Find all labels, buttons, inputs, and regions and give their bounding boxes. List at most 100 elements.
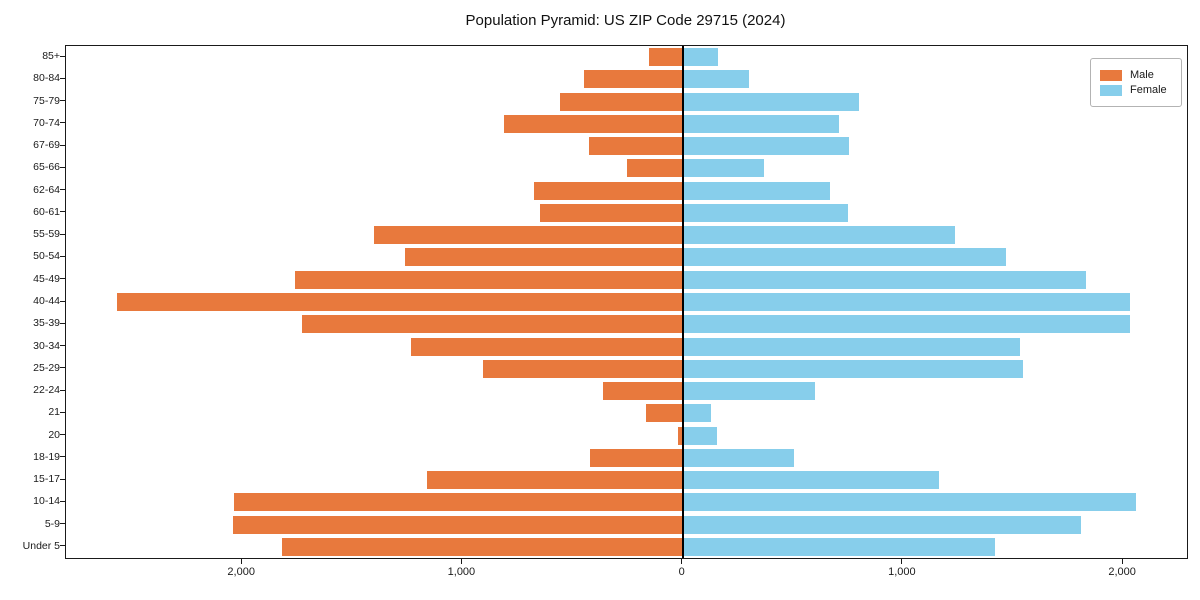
legend-item-female: Female bbox=[1100, 84, 1172, 96]
y-tick-mark bbox=[60, 411, 65, 413]
y-tick-label: 80-84 bbox=[33, 72, 60, 85]
y-tick-label: 40-44 bbox=[33, 295, 60, 307]
male-bar bbox=[646, 404, 683, 423]
male-bar bbox=[678, 426, 683, 445]
legend-label-female: Female bbox=[1130, 84, 1167, 96]
y-tick-label: 67-69 bbox=[33, 139, 60, 152]
male-bar bbox=[483, 359, 683, 378]
male-bar bbox=[589, 137, 683, 156]
x-tick-label: 2,000 bbox=[1108, 566, 1136, 578]
y-tick-mark bbox=[60, 233, 65, 235]
legend-label-male: Male bbox=[1130, 69, 1154, 81]
male-bar bbox=[301, 315, 683, 334]
plot-area: Male Female bbox=[65, 45, 1188, 559]
x-tick-label: 2,000 bbox=[227, 566, 255, 578]
y-tick-label: 10-14 bbox=[33, 495, 60, 508]
zero-axis-line bbox=[681, 46, 684, 558]
y-tick-mark bbox=[60, 434, 65, 436]
male-bar bbox=[603, 382, 683, 401]
y-tick-mark bbox=[60, 77, 65, 79]
female-bar bbox=[682, 270, 1086, 289]
y-tick-mark bbox=[60, 144, 65, 146]
female-bar bbox=[682, 248, 1007, 267]
female-color-swatch bbox=[1100, 84, 1122, 96]
male-bar bbox=[534, 181, 683, 200]
y-tick-label: 15-17 bbox=[33, 473, 60, 486]
y-tick-label: 20 bbox=[48, 428, 60, 441]
female-bar bbox=[682, 92, 859, 111]
y-tick-mark bbox=[60, 255, 65, 257]
female-bar bbox=[682, 515, 1082, 534]
y-tick-mark bbox=[60, 389, 65, 391]
y-tick-label: 62-64 bbox=[33, 183, 60, 196]
female-bar bbox=[682, 426, 717, 445]
y-tick-mark bbox=[60, 122, 65, 124]
y-tick-label: 21 bbox=[48, 406, 60, 419]
female-bar bbox=[682, 382, 815, 401]
female-bar bbox=[682, 48, 718, 67]
y-tick-mark bbox=[60, 345, 65, 347]
y-tick-label: Under 5 bbox=[22, 539, 60, 552]
male-bar bbox=[590, 448, 683, 467]
y-tick-mark bbox=[60, 500, 65, 502]
legend: Male Female bbox=[1090, 58, 1182, 107]
male-bar bbox=[504, 114, 683, 133]
x-tick-mark bbox=[460, 559, 462, 564]
male-bar bbox=[233, 515, 683, 534]
male-color-swatch bbox=[1100, 69, 1122, 81]
female-bar bbox=[682, 448, 794, 467]
female-bar bbox=[682, 226, 955, 245]
y-tick-label: 18-19 bbox=[33, 450, 60, 463]
male-bar bbox=[405, 248, 683, 267]
y-tick-mark bbox=[60, 456, 65, 458]
male-bar bbox=[234, 493, 683, 512]
x-tick-label: 1,000 bbox=[447, 566, 476, 578]
male-bar bbox=[374, 226, 683, 245]
male-bar bbox=[560, 92, 683, 111]
y-tick-label: 60-61 bbox=[33, 205, 60, 218]
y-tick-label: 50-54 bbox=[33, 250, 60, 263]
chart-title: Population Pyramid: US ZIP Code 29715 (2… bbox=[465, 12, 786, 29]
x-tick-mark bbox=[901, 559, 903, 564]
female-bar bbox=[682, 537, 996, 556]
male-bar bbox=[410, 337, 683, 356]
x-tick-mark bbox=[240, 559, 242, 564]
y-tick-mark bbox=[60, 55, 65, 57]
x-tick-mark bbox=[1121, 559, 1123, 564]
female-bar bbox=[682, 493, 1137, 512]
female-bar bbox=[682, 159, 765, 178]
y-tick-mark bbox=[60, 300, 65, 302]
y-tick-label: 22-24 bbox=[33, 384, 60, 397]
y-tick-mark bbox=[60, 100, 65, 102]
y-tick-label: 30-34 bbox=[33, 339, 60, 352]
female-bar bbox=[682, 114, 840, 133]
y-tick-mark bbox=[60, 189, 65, 191]
y-tick-mark bbox=[60, 367, 65, 369]
y-tick-label: 85+ bbox=[42, 50, 60, 63]
male-bar bbox=[539, 203, 683, 222]
y-tick-label: 70-74 bbox=[33, 116, 60, 129]
male-bar bbox=[116, 293, 683, 311]
y-tick-label: 35-39 bbox=[33, 317, 60, 330]
y-tick-mark bbox=[60, 523, 65, 525]
female-bar bbox=[682, 137, 849, 156]
y-tick-label: 25-29 bbox=[33, 361, 60, 374]
x-tick-label: 1,000 bbox=[888, 566, 916, 578]
y-tick-label: 65-66 bbox=[33, 161, 60, 174]
female-bar bbox=[682, 471, 940, 490]
female-bar bbox=[682, 359, 1023, 378]
y-tick-mark bbox=[60, 478, 65, 480]
female-bar bbox=[682, 315, 1130, 334]
female-bar bbox=[682, 293, 1130, 311]
y-tick-label: 45-49 bbox=[33, 272, 60, 285]
male-bar bbox=[427, 471, 683, 490]
y-tick-label: 55-59 bbox=[33, 228, 60, 241]
y-tick-mark bbox=[60, 322, 65, 324]
female-bar bbox=[682, 337, 1020, 356]
y-tick-mark bbox=[60, 278, 65, 280]
female-bar bbox=[682, 70, 749, 89]
male-bar bbox=[583, 70, 683, 89]
y-tick-mark bbox=[60, 166, 65, 168]
y-tick-label: 75-79 bbox=[33, 94, 60, 107]
